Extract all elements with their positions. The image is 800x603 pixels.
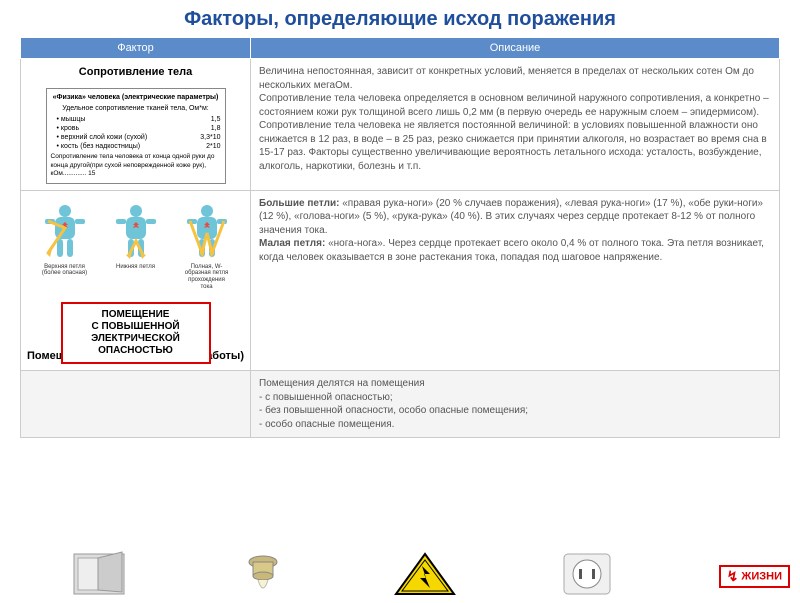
danger-life-sign: ↯ ЖИЗНИ (719, 565, 790, 588)
desc-3-text: Помещения делятся на помещения - с повыш… (259, 377, 771, 431)
loop-figures: Верхняя петля (более опасная) (29, 203, 242, 290)
phys-title: «Физика» человека (электрические парамет… (51, 93, 221, 102)
fig-label-2: Нижняя петля (111, 264, 161, 271)
cell-factor-1: Сопротивление тела «Физика» человека (эл… (21, 59, 251, 191)
cell-desc-2: Большие петли: «правая рука-ноги» (20 % … (251, 190, 780, 370)
cell-factor-3 (21, 371, 251, 438)
danger-life-text: ЖИЗНИ (741, 570, 782, 582)
page-title: Факторы, определяющие исход поражения (0, 0, 800, 37)
socket-icon (552, 550, 622, 598)
factors-table: Фактор Описание Сопротивление тела «Физи… (20, 37, 780, 438)
warning-triangle-icon (390, 550, 460, 598)
desc-2-text: Большие петли: «правая рука-ноги» (20 % … (259, 197, 771, 265)
table-row: Помещения делятся на помещения - с повыш… (21, 371, 780, 438)
figure-full-loop-icon (182, 203, 232, 263)
cell-desc-1: Величина непостоянная, зависит от конкре… (251, 59, 780, 191)
figure-lower-loop-icon (111, 203, 161, 263)
header-desc: Описание (251, 38, 780, 59)
physics-box: «Физика» человека (электрические парамет… (46, 88, 226, 184)
desc-1-text: Величина непостоянная, зависит от конкре… (259, 65, 771, 173)
cell-factor-2: Верхняя петля (более опасная) (21, 190, 251, 370)
table-row: Сопротивление тела «Физика» человека (эл… (21, 59, 780, 191)
table-row: Верхняя петля (более опасная) (21, 190, 780, 370)
lightning-arrow-icon: ↯ (727, 569, 739, 584)
warning-sign: ПОМЕЩЕНИЕ С ПОВЫШЕННОЙ ЭЛЕКТРИЧЕСКОЙ ОПА… (61, 302, 211, 364)
lamp-icon (228, 550, 298, 598)
fig-label-1: Верхняя петля (более опасная) (40, 264, 90, 277)
phys-sub: Удельное сопротивление тканей тела, Ом*м… (51, 104, 221, 113)
figure-upper-loop-icon (40, 203, 90, 263)
bottom-image-strip (0, 550, 800, 600)
factor-1-title: Сопротивление тела (29, 65, 242, 84)
header-factor: Фактор (21, 38, 251, 59)
cell-desc-3: Помещения делятся на помещения - с повыш… (251, 371, 780, 438)
fig-label-3: Полная, W-образная петля прохождения ток… (182, 264, 232, 290)
panel-box-icon (66, 550, 136, 598)
